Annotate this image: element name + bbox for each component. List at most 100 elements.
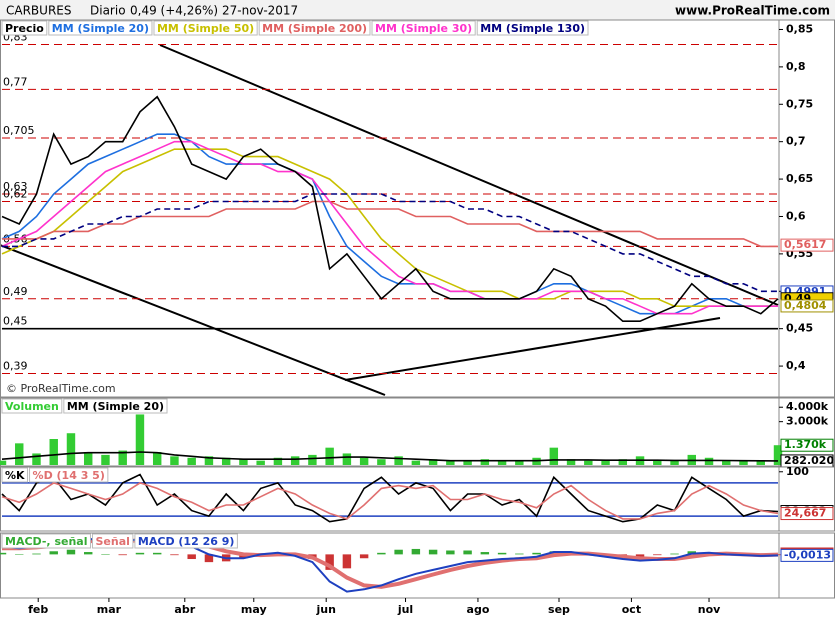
bar: [359, 554, 369, 559]
x-tick-label: jun: [315, 603, 335, 616]
price-tag-label: -0,0013: [784, 548, 831, 561]
bar: [0, 552, 7, 555]
bar: [101, 554, 110, 555]
legend-entry: MM (Simple 200): [262, 22, 367, 35]
series-line: [1, 95, 779, 322]
bar: [32, 453, 41, 465]
legend-entry: MM (Simple 30): [375, 22, 472, 35]
bar: [670, 553, 679, 555]
bar: [722, 460, 731, 465]
trend-line: [0, 244, 386, 396]
y-tick-label: 0,45: [786, 322, 813, 335]
level-label: 0,63: [3, 180, 28, 193]
price-tag-label: 1.370k: [784, 438, 827, 451]
price-tag-label: 0,4804: [784, 299, 827, 312]
bar: [618, 459, 628, 465]
bar: [635, 554, 645, 557]
y-tick-label: 0,7: [786, 135, 806, 148]
bar: [704, 457, 714, 465]
bar: [480, 552, 490, 555]
y-tick-label: 0,65: [786, 172, 813, 185]
bar: [308, 454, 317, 465]
bar: [411, 548, 421, 555]
y-tick-label: 4.000k: [786, 400, 829, 413]
bar: [428, 459, 438, 465]
bar: [101, 454, 110, 465]
legend-box: [371, 20, 476, 36]
legend-entry: MACD-, señal: [5, 535, 87, 548]
bar: [170, 554, 179, 556]
bar: [15, 443, 24, 465]
bar: [463, 461, 472, 465]
symbol: CARBURES: [6, 4, 71, 18]
x-tick-label: nov: [698, 603, 721, 616]
legend-box: [48, 20, 153, 36]
bar: [549, 447, 559, 465]
bar: [515, 460, 524, 465]
bar: [497, 460, 507, 465]
bar: [584, 460, 593, 465]
y-tick-label: 0,4: [786, 359, 806, 372]
bar: [66, 549, 76, 555]
bar: [118, 450, 127, 465]
legend-box: [153, 20, 258, 36]
credit: © ProRealTime.com: [6, 382, 116, 395]
site: www.ProRealTime.com: [675, 4, 830, 18]
bar: [325, 447, 334, 465]
price: 0,49 (+4,26%): [130, 4, 218, 18]
legend-entry: MACD (12 26 9): [138, 535, 234, 548]
bar: [773, 445, 783, 465]
bar: [187, 554, 196, 560]
panel-title: Precio: [5, 22, 44, 35]
series-line: [1, 482, 779, 520]
bar: [256, 460, 265, 465]
bar: [480, 459, 490, 465]
legend-entry: MM (Simple 20): [67, 400, 164, 413]
x-tick-label: sep: [548, 603, 570, 616]
legend-entry: Volumen: [5, 400, 59, 413]
level-label: 0,62: [3, 188, 28, 201]
bar: [394, 549, 403, 555]
bar: [84, 452, 93, 465]
bar: [497, 552, 507, 555]
series-line: [1, 140, 778, 315]
series-line: [1, 133, 778, 315]
series-line: [1, 148, 778, 307]
level-label: 0,77: [3, 75, 28, 88]
bar: [515, 553, 524, 555]
price-tag-label: 282.020: [784, 454, 834, 467]
bar: [446, 550, 455, 555]
x-tick-label: mar: [97, 603, 122, 616]
price-tag-label: 24,667: [784, 507, 826, 520]
bar: [411, 460, 421, 465]
bar: [49, 551, 58, 555]
price-tag: [780, 299, 834, 313]
legend-entry: MM (Simple 130): [480, 22, 585, 35]
legend-entry: %K: [5, 469, 25, 482]
bar: [463, 550, 472, 555]
bar: [394, 456, 403, 465]
level-label: 0,705: [3, 124, 35, 137]
bar: [152, 452, 162, 465]
bar: [187, 457, 196, 465]
price-tag: [780, 507, 834, 521]
date: 27-nov-2017: [222, 4, 298, 18]
bar: [377, 459, 386, 465]
bar: [66, 433, 76, 465]
bar: [566, 459, 576, 465]
bar: [152, 552, 162, 555]
header-bar: [0, 0, 835, 20]
bar: [15, 554, 24, 555]
bar: [290, 456, 300, 465]
legend-box: [63, 398, 168, 414]
bar: [532, 552, 541, 555]
y-tick-label: 0,85: [786, 22, 813, 35]
legend-box: [134, 533, 238, 549]
y-tick-label: 100: [786, 465, 809, 478]
y-tick-label: 0,75: [786, 97, 813, 110]
level-label: 0,49: [3, 285, 28, 298]
bar: [653, 460, 662, 465]
x-tick-label: oct: [622, 603, 641, 616]
